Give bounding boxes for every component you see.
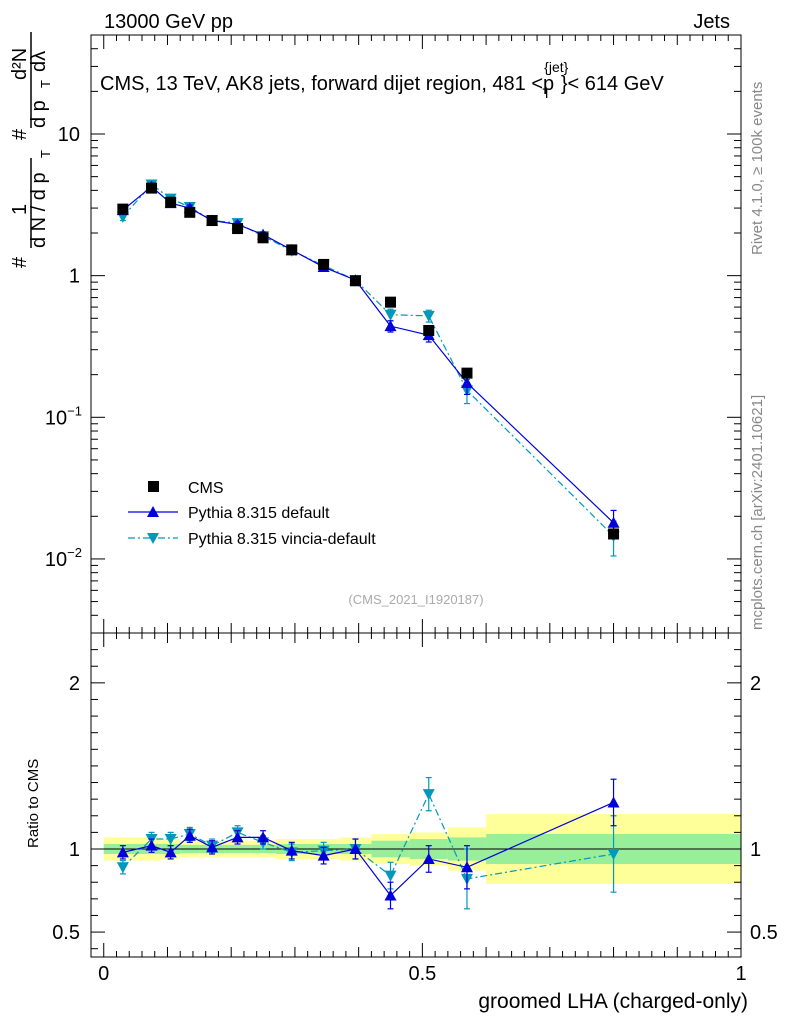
ratio-vincia-point (384, 870, 397, 882)
ratio-default-point (607, 796, 620, 808)
ylabel-den-sub: T (38, 80, 53, 88)
ratio-default-point (349, 843, 362, 854)
main-cms-point (184, 206, 196, 218)
ylabel-den: d p (28, 100, 50, 128)
ratio-ytick-label-left: 2 (69, 673, 80, 695)
x-axis-label: groomed LHA (charged-only) (478, 990, 748, 1013)
main-ytick-label: 10−1 (45, 403, 82, 429)
plot-title-sub: T (542, 85, 551, 101)
main-cms-point (318, 258, 330, 270)
main-cms-point (165, 196, 177, 208)
ylabel-dn-sub: T (38, 150, 53, 158)
ratio-xtick-label: 0.5 (408, 963, 436, 985)
plot-title: CMS, 13 TeV, AK8 jets, forward dijet reg… (100, 59, 664, 101)
legend-cms-marker (148, 481, 159, 492)
ylabel-dn: d N / d p (28, 172, 50, 248)
ratio-default-point (206, 841, 219, 853)
ratio-default-point (460, 861, 473, 873)
ratio-default-point (285, 844, 298, 856)
plot-title-sup: {jet} (544, 59, 568, 75)
ratio-xtick-label: 1 (735, 963, 746, 985)
analysis-id: (CMS_2021_I1920187) (348, 592, 483, 607)
ratio-ytick-label-left: 1 (69, 839, 80, 861)
energy-label: 13000 GeV pp (104, 11, 233, 33)
ratio-ytick-label-left: 0.5 (52, 922, 80, 944)
ratio-default-point (422, 852, 435, 864)
main-ytick-label: 10−2 (45, 545, 82, 571)
rivet-label: Rivet 4.1.0, ≥ 100k events (749, 82, 766, 255)
legend-vincia-marker (147, 533, 159, 544)
legend: CMS Pythia 8.315 default Pythia 8.315 vi… (128, 480, 376, 548)
main-ylabel: # 1 d N / d p T # d²N d p T dλ (9, 32, 53, 268)
ratio-default-point (164, 846, 177, 858)
legend-vincia-label: Pythia 8.315 vincia-default (188, 531, 376, 548)
main-vincia-point (384, 309, 397, 321)
main-vincia-point (422, 310, 435, 322)
main-cms-point (257, 232, 269, 244)
main-cms-point (117, 203, 129, 215)
ratio-default-point (384, 889, 397, 901)
main-cms-point (461, 367, 473, 379)
main-ytick-label: 10 (58, 124, 80, 146)
main-default-point (384, 320, 397, 332)
ratio-default-point (231, 831, 244, 843)
main-default-point (607, 516, 620, 528)
main-cms-point (232, 223, 244, 235)
ratio-vincia-point (607, 848, 620, 860)
ratio-ylabel: Ratio to CMS (25, 759, 42, 848)
ratio-frame (90, 632, 742, 958)
ratio-ytick-label-right: 0.5 (750, 922, 778, 944)
ratio-default-point (116, 846, 129, 858)
main-cms-point (608, 528, 620, 540)
plot-title-end: }< 614 GeV (561, 73, 665, 95)
legend-default-marker (147, 506, 159, 517)
ratio-vincia-point (422, 789, 435, 801)
ratio-default-point (317, 849, 330, 861)
main-cms-point (206, 215, 218, 227)
mcplots-label: mcplots.cern.ch [arXiv:2401.10621] (749, 395, 766, 630)
ratio-default-point (183, 829, 196, 841)
ratio-default-point (145, 839, 158, 851)
main-default-line (122, 185, 614, 524)
main-default-point (460, 376, 473, 388)
main-ytick-label: 1 (69, 266, 80, 288)
main-cms-point (146, 182, 158, 194)
category-label: Jets (693, 11, 730, 33)
main-cms-point (286, 244, 298, 256)
ratio-default-point (257, 831, 270, 843)
ylabel-hash-2: # (9, 128, 31, 140)
legend-cms-label: CMS (188, 480, 224, 497)
ratio-xtick-label: 0 (98, 963, 109, 985)
main-cms-point (385, 296, 397, 308)
ratio-ytick-label-right: 2 (750, 673, 761, 695)
ratio-ytick-label-right: 1 (750, 839, 761, 861)
main-cms-point (423, 324, 435, 336)
ylabel-hash-1: # (9, 256, 31, 268)
ratio-vincia-point (164, 834, 177, 846)
main-cms-point (349, 275, 361, 287)
ratio-default-line (122, 801, 614, 897)
ratio-vincia-point (116, 862, 129, 874)
plot-title-main: CMS, 13 TeV, AK8 jets, forward dijet reg… (100, 73, 554, 95)
ylabel-lam: dλ (28, 51, 50, 72)
legend-default-label: Pythia 8.315 default (188, 505, 330, 522)
ylabel-num: d²N (9, 48, 31, 80)
ylabel-one: 1 (9, 204, 31, 215)
